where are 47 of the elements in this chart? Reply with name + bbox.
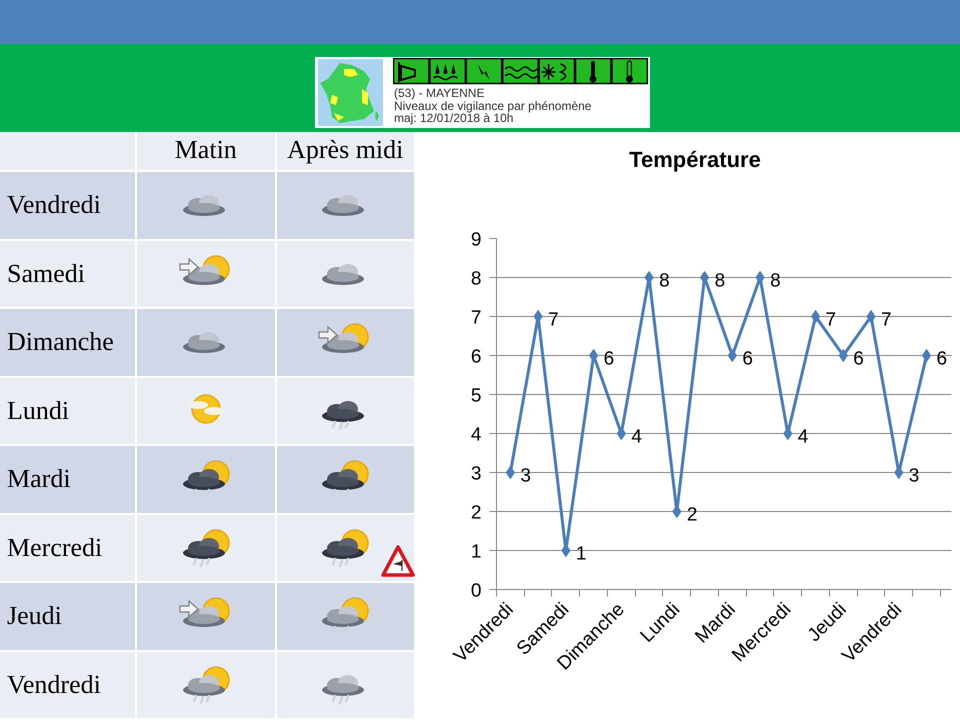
point (838, 349, 848, 362)
data-label: 2 (686, 504, 698, 526)
category-label: Samedi (7, 258, 85, 288)
point (616, 427, 626, 440)
text: Niveaux de vigilance par phénomène (394, 98, 592, 112)
y-tick-label: 2 (470, 502, 482, 524)
category-label: Vendredi (7, 190, 101, 219)
y-tick-label: 9 (470, 230, 482, 250)
data-label: 8 (714, 270, 726, 292)
y-tick-label: 7 (470, 308, 482, 328)
category-label: Lundi (7, 396, 70, 424)
y-tick-label: 6 (470, 346, 482, 368)
data-label: 7 (881, 310, 892, 330)
point (506, 466, 515, 479)
data-label: 6 (604, 348, 614, 370)
data-label: 6 (853, 348, 864, 370)
data-label: 7 (548, 310, 559, 330)
y-tick-label: 1 (470, 542, 482, 562)
point (922, 349, 932, 362)
y-tick-label: 5 (470, 386, 482, 406)
data-label: 3 (908, 466, 920, 486)
y-tick-label: 8 (470, 268, 482, 290)
data-label: 1 (576, 544, 586, 564)
category-label: Dimanche (7, 327, 114, 356)
point (756, 271, 765, 284)
data-label: 8 (659, 270, 670, 292)
y-tick-label: 4 (470, 424, 482, 446)
data-label: 4 (631, 426, 642, 448)
category-label: Mardi (7, 464, 71, 493)
point (728, 349, 737, 362)
y-tick-label: 3 (470, 464, 482, 484)
point (811, 310, 820, 323)
data-label: 7 (826, 310, 836, 330)
data-label: 6 (742, 348, 753, 370)
data-label: 6 (936, 348, 948, 370)
text: (53) - MAYENNE (394, 86, 486, 100)
text: maj: 12/01/2018 à 10h (394, 111, 514, 125)
category-label: Matin (137, 132, 274, 170)
category-label: Après midi (276, 132, 414, 170)
data-label: 3 (520, 466, 531, 486)
category-label: Mercredi (7, 532, 102, 562)
point (866, 310, 876, 323)
chart-title: Température (628, 146, 762, 174)
category-label: Vendredi (7, 670, 101, 698)
data-label: 8 (770, 270, 781, 292)
y-tick-label: 0 (470, 580, 482, 602)
data-label: 4 (798, 426, 809, 448)
